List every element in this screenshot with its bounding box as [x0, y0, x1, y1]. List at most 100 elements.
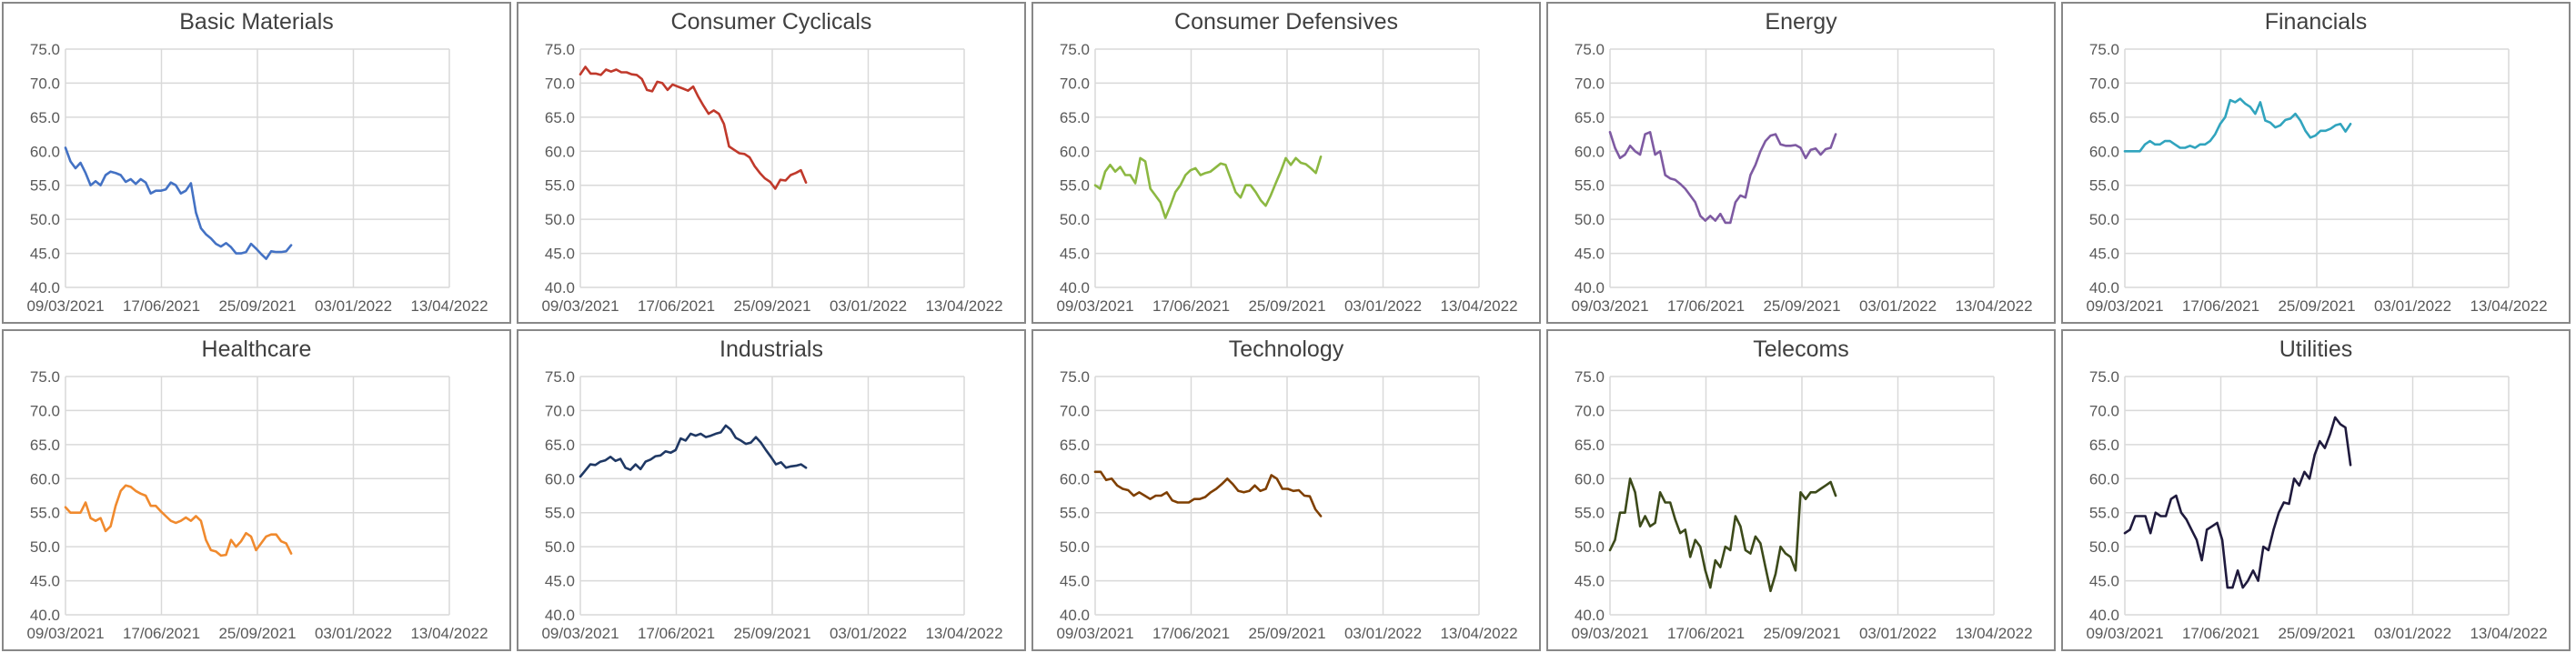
y-tick-label: 50.0: [545, 211, 575, 228]
x-tick-label: 13/04/2022: [2470, 297, 2547, 315]
y-tick-label: 40.0: [1575, 607, 1605, 624]
y-tick-label: 70.0: [30, 75, 60, 92]
y-tick-label: 75.0: [30, 368, 60, 386]
y-tick-label: 75.0: [1060, 41, 1090, 58]
x-tick-label: 13/04/2022: [410, 625, 488, 642]
chart-title: Basic Materials: [179, 9, 334, 35]
y-tick-label: 45.0: [545, 246, 575, 263]
chart-panel-consumer-cyclicals: 40.0 45.0 50.0 55.0 60.0 65.0 70.0 75.0 09/03/20…: [517, 2, 1026, 324]
y-tick-label: 60.0: [1060, 470, 1090, 487]
chart-title: Healthcare: [201, 337, 312, 362]
x-tick-label: 17/06/2021: [2182, 297, 2259, 315]
chart-svg-basic-materials: 40.0 45.0 50.0 55.0 60.0 65.0 70.0 75.0 09/03/20…: [26, 41, 488, 315]
y-tick-label: 60.0: [545, 143, 575, 160]
y-tick-label: 55.0: [1575, 505, 1605, 522]
y-tick-label: 70.0: [1060, 402, 1090, 419]
y-tick-label: 65.0: [545, 109, 575, 126]
y-tick-label: 65.0: [545, 437, 575, 454]
y-tick-label: 65.0: [1060, 437, 1090, 454]
series-line-utilities: [2123, 416, 2352, 589]
y-tick-label: 60.0: [1575, 470, 1605, 487]
chart-svg-utilities: 40.0 45.0 50.0 55.0 60.0 65.0 70.0 75.0 09/03/20…: [2086, 368, 2547, 642]
y-tick-label: 75.0: [30, 41, 60, 58]
y-tick-label: 55.0: [2089, 177, 2119, 195]
x-tick-label: 25/09/2021: [1763, 297, 1840, 315]
chart-panel-financials: 40.0 45.0 50.0 55.0 60.0 65.0 70.0 75.0 09/03/20…: [2061, 2, 2571, 324]
chart-svg-healthcare: 40.0 45.0 50.0 55.0 60.0 65.0 70.0 75.0 09/03/20…: [26, 368, 488, 642]
chart-svg-energy: 40.0 45.0 50.0 55.0 60.0 65.0 70.0 75.0 09/03/20…: [1571, 41, 2032, 315]
x-tick-label: 09/03/2021: [26, 625, 104, 642]
y-tick-label: 70.0: [1575, 75, 1605, 92]
y-tick-label: 65.0: [2089, 109, 2119, 126]
y-tick-label: 65.0: [30, 109, 60, 126]
y-tick-label: 45.0: [1060, 573, 1090, 590]
y-tick-label: 60.0: [2089, 470, 2119, 487]
chart-svg-consumer-defensives: 40.0 45.0 50.0 55.0 60.0 65.0 70.0 75.0 09/03/20…: [1056, 41, 1517, 315]
x-tick-label: 25/09/2021: [2278, 625, 2355, 642]
y-tick-label: 70.0: [1575, 402, 1605, 419]
y-tick-label: 55.0: [30, 177, 60, 195]
x-tick-label: 25/09/2021: [218, 297, 296, 315]
x-tick-label: 13/04/2022: [1440, 625, 1517, 642]
chart-title: Consumer Defensives: [1174, 9, 1398, 35]
y-tick-label: 70.0: [1060, 75, 1090, 92]
y-tick-label: 55.0: [30, 505, 60, 522]
y-tick-label: 75.0: [1060, 368, 1090, 386]
y-tick-label: 65.0: [1575, 437, 1605, 454]
series-line-consumer-cyclicals: [579, 65, 808, 190]
y-tick-label: 40.0: [2089, 279, 2119, 296]
chart-title: Telecoms: [1753, 337, 1849, 362]
x-tick-label: 09/03/2021: [541, 625, 619, 642]
y-tick-label: 70.0: [2089, 75, 2119, 92]
x-tick-label: 03/01/2022: [315, 625, 392, 642]
series-line-basic-materials: [64, 146, 293, 260]
x-tick-label: 09/03/2021: [1056, 625, 1133, 642]
x-tick-label: 03/01/2022: [1859, 625, 1937, 642]
chart-panel-basic-materials: 40.0 45.0 50.0 55.0 60.0 65.0 70.0 75.0 09/03/20…: [2, 2, 511, 324]
x-tick-label: 25/09/2021: [733, 297, 810, 315]
x-tick-label: 17/06/2021: [1667, 297, 1745, 315]
chart-title: Energy: [1765, 9, 1837, 35]
y-tick-label: 65.0: [1575, 109, 1605, 126]
y-tick-label: 55.0: [1060, 177, 1090, 195]
x-tick-label: 03/01/2022: [1344, 297, 1422, 315]
y-tick-label: 40.0: [545, 279, 575, 296]
y-tick-label: 40.0: [30, 279, 60, 296]
chart-svg-consumer-cyclicals: 40.0 45.0 50.0 55.0 60.0 65.0 70.0 75.0 09/03/20…: [541, 41, 1002, 315]
chart-title: Technology: [1228, 337, 1344, 362]
chart-panel-utilities: 40.0 45.0 50.0 55.0 60.0 65.0 70.0 75.0 09/03/20…: [2061, 329, 2571, 651]
y-tick-label: 55.0: [1060, 505, 1090, 522]
chart-panel-telecoms: 40.0 45.0 50.0 55.0 60.0 65.0 70.0 75.0 09/03/20…: [1546, 329, 2056, 651]
chart-svg-telecoms: 40.0 45.0 50.0 55.0 60.0 65.0 70.0 75.0 09/03/20…: [1571, 368, 2032, 642]
y-tick-label: 75.0: [1575, 368, 1605, 386]
x-tick-label: 13/04/2022: [2470, 625, 2547, 642]
chart-title: Utilities: [2279, 337, 2353, 362]
series-line-consumer-defensives: [1093, 156, 1323, 219]
y-tick-label: 50.0: [30, 211, 60, 228]
y-tick-label: 70.0: [2089, 402, 2119, 419]
y-tick-label: 55.0: [545, 177, 575, 195]
y-tick-label: 45.0: [30, 573, 60, 590]
series-line-telecoms: [1608, 477, 1837, 593]
x-tick-label: 03/01/2022: [2374, 625, 2451, 642]
y-tick-label: 75.0: [1575, 41, 1605, 58]
y-tick-label: 60.0: [30, 143, 60, 160]
x-tick-label: 09/03/2021: [2086, 625, 2163, 642]
x-tick-label: 25/09/2021: [1248, 297, 1325, 315]
x-tick-label: 25/09/2021: [218, 625, 296, 642]
y-tick-label: 75.0: [2089, 41, 2119, 58]
x-tick-label: 09/03/2021: [1571, 625, 1648, 642]
x-tick-label: 03/01/2022: [830, 297, 907, 315]
y-tick-label: 55.0: [2089, 505, 2119, 522]
series-line-healthcare: [64, 484, 293, 558]
y-tick-label: 65.0: [1060, 109, 1090, 126]
x-tick-label: 13/04/2022: [925, 625, 1002, 642]
chart-svg-financials: 40.0 45.0 50.0 55.0 60.0 65.0 70.0 75.0 09/03/20…: [2086, 41, 2547, 315]
x-tick-label: 25/09/2021: [1248, 625, 1325, 642]
y-tick-label: 45.0: [1575, 246, 1605, 263]
x-tick-label: 13/04/2022: [1955, 625, 2032, 642]
x-tick-label: 03/01/2022: [315, 297, 392, 315]
y-tick-label: 60.0: [545, 470, 575, 487]
x-tick-label: 09/03/2021: [1571, 297, 1648, 315]
y-tick-label: 50.0: [545, 538, 575, 556]
